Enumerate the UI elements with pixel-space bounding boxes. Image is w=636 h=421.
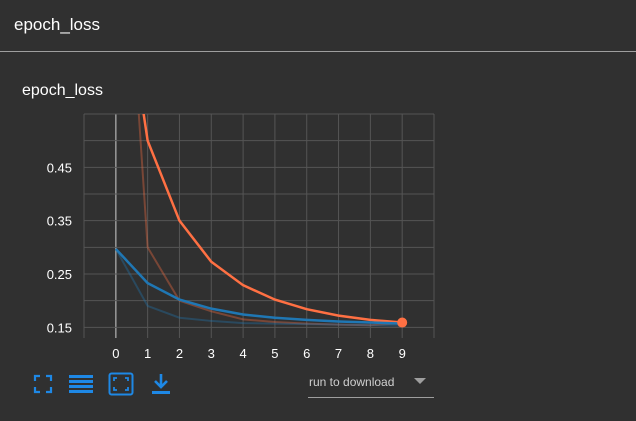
x-tick-label: 1 — [144, 346, 151, 361]
x-tick-label: 4 — [239, 346, 246, 361]
x-tick-label: 5 — [271, 346, 278, 361]
x-tick-label: 3 — [208, 346, 215, 361]
list-icon[interactable] — [68, 371, 94, 397]
chevron-down-icon — [414, 378, 426, 384]
y-tick-label: 0.45 — [47, 160, 72, 175]
loss-chart: 0.15 0.25 0.35 0.45 0 1 2 3 4 5 6 7 8 9 — [47, 113, 435, 361]
run-to-download-select[interactable]: run to download — [308, 370, 434, 398]
x-tick-label: 2 — [176, 346, 183, 361]
series-smoothed-line-1 — [114, 248, 403, 325]
run-to-download-label: run to download — [309, 375, 395, 389]
series-raw-line-1 — [114, 248, 403, 327]
series-raw-line-0 — [137, 114, 403, 327]
y-tick-label: 0.35 — [47, 214, 72, 229]
chart-area: 0.15 0.25 0.35 0.45 0 1 2 3 4 5 6 7 8 9 — [0, 100, 636, 380]
x-tick-label: 0 — [112, 346, 119, 361]
series-smoothed-line-0 — [142, 114, 403, 324]
x-tick-label: 6 — [303, 346, 310, 361]
highlight-point — [397, 317, 408, 328]
y-tick-label: 0.15 — [47, 320, 72, 335]
y-tick-label: 0.25 — [47, 267, 72, 282]
x-tick-label: 9 — [399, 346, 406, 361]
header-bar: epoch_loss — [0, 0, 636, 52]
chart-card-title: epoch_loss — [22, 82, 103, 99]
header-title: epoch_loss — [14, 15, 101, 34]
fit-domain-icon[interactable] — [108, 371, 134, 397]
fullscreen-icon[interactable] — [30, 371, 56, 397]
download-icon[interactable] — [148, 371, 174, 397]
x-tick-label: 7 — [335, 346, 342, 361]
x-tick-label: 8 — [367, 346, 374, 361]
